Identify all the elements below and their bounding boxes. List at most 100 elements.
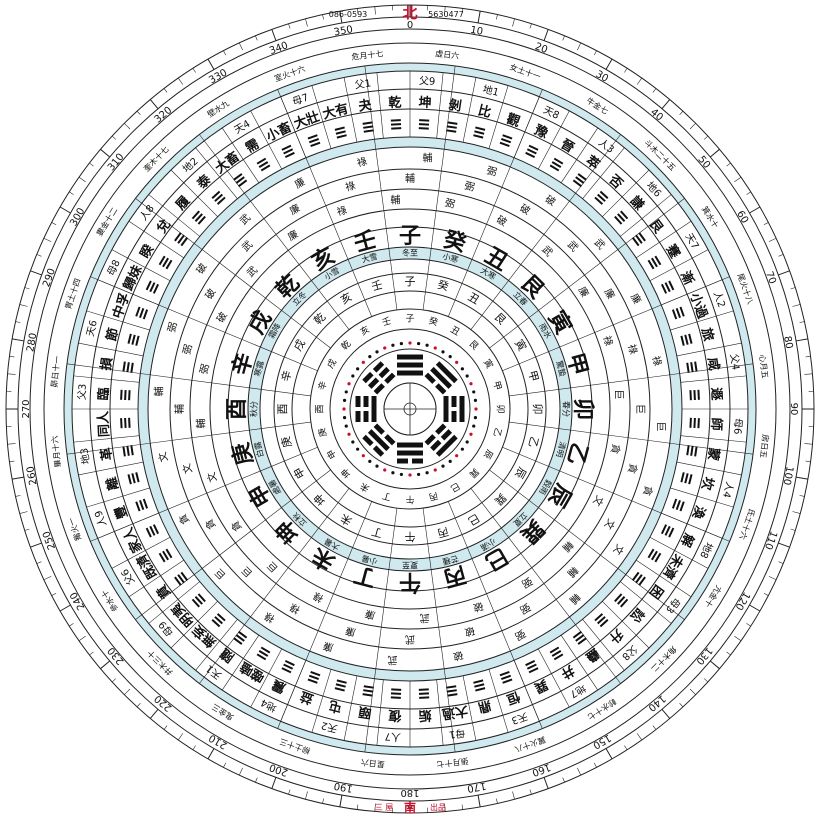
nine-star-label: 廉	[292, 175, 307, 191]
hexagram-name: 萃	[583, 153, 603, 174]
trigram-mark	[139, 499, 145, 511]
trigram-mark	[693, 417, 696, 429]
degree-tick	[15, 495, 21, 497]
hexagram-name: 復	[387, 707, 403, 724]
spoke-24-3	[489, 198, 685, 349]
hexagram-number: 父4	[727, 353, 741, 371]
trigram-mark	[680, 472, 685, 483]
trigram-mark	[197, 593, 206, 603]
trigram-mark	[668, 280, 675, 291]
trigram-mark	[237, 630, 248, 639]
trigram-mark	[647, 259, 655, 270]
trigram-mark	[671, 498, 678, 509]
degree-tick	[790, 287, 796, 290]
trigram-line	[373, 423, 396, 446]
degree-tick	[726, 162, 731, 167]
nine-star-label: 弼	[181, 343, 195, 356]
inner-mountain-label: 卯	[531, 404, 544, 415]
trigram-mark	[549, 164, 560, 172]
hexagram-number: 天7	[683, 232, 701, 252]
trigram-line	[435, 434, 458, 457]
spoke-64-7	[582, 147, 625, 199]
hexagram-name: 小畜	[264, 119, 294, 145]
hetu-dot	[342, 407, 346, 411]
degree-tick	[805, 355, 811, 358]
trigram-mark	[502, 678, 513, 684]
trigram-mark	[307, 134, 318, 140]
trigram-mark	[651, 257, 658, 268]
hexagram-number: 母8	[105, 258, 123, 278]
maker-mark-2: 三 屋	[375, 803, 394, 812]
mountain-label: 子	[399, 224, 421, 249]
trigram-mark	[614, 215, 623, 225]
spoke-64-27	[537, 648, 570, 708]
trigram-mark	[142, 498, 149, 509]
innermost-mountain-label: 申	[324, 447, 339, 461]
trigram-mark	[237, 179, 248, 188]
degree-label: 190	[333, 780, 354, 794]
trigram-mark	[335, 130, 346, 135]
trigram-mark	[575, 176, 585, 184]
spoke-64-36	[280, 660, 307, 722]
hexagram-name: 賁	[154, 582, 175, 602]
trigram-mark	[284, 151, 295, 159]
degree-label: 140	[646, 692, 668, 713]
ring-circle-7	[247, 246, 573, 572]
degree-tick	[15, 321, 21, 323]
hexagram-number: 天3	[510, 710, 529, 726]
degree-label: 310	[106, 152, 127, 174]
spoke-64-53	[111, 249, 171, 282]
ring-circle-2	[329, 328, 491, 490]
degree-tick	[271, 777, 277, 789]
degree-tick	[778, 542, 790, 548]
inner-mountain-label: 坤	[311, 491, 329, 509]
hetu-dot	[425, 471, 429, 475]
nine-star-label: 文	[156, 451, 171, 464]
degree-label: 30	[593, 69, 610, 85]
trigram-mark	[654, 255, 662, 266]
spoke-64-40	[170, 601, 218, 649]
trigram-mark	[689, 417, 692, 428]
nine-star-label: 武	[239, 238, 255, 254]
spoke-64-11	[649, 249, 709, 282]
nine-star-label: 破	[494, 213, 509, 229]
trigram-mark	[475, 126, 486, 131]
innermost-mountain-label: 子	[405, 314, 414, 325]
hetu-dot	[472, 424, 476, 428]
hetu-dot	[472, 390, 476, 394]
hexagram-name: 無妄	[189, 621, 219, 650]
hexagram-number: 天2	[320, 719, 339, 734]
hexagram-number: 天4	[233, 119, 253, 137]
hexagram-number: 地1	[481, 82, 500, 99]
trigram-mark	[194, 596, 203, 605]
spoke-64-54	[128, 220, 185, 259]
nine-star-label: 巨	[654, 422, 666, 432]
degree-tick	[734, 635, 742, 641]
trigram-mark	[158, 552, 166, 563]
hexagram-name: 大有	[321, 101, 350, 123]
inner-mountain-label: 壬	[370, 278, 384, 293]
hetu-dot	[356, 367, 360, 371]
lodge-label: 星日六	[360, 757, 385, 769]
trigram-mark	[177, 574, 185, 584]
degree-tick	[192, 745, 196, 750]
spoke-64-52	[97, 279, 159, 306]
degree-tick	[322, 14, 324, 20]
hetu-dot	[469, 382, 473, 386]
trigram-mark	[124, 417, 127, 429]
trigram-mark	[390, 123, 402, 126]
hexagram-name: 明夷	[168, 599, 198, 630]
nine-star-label: 弼	[485, 165, 498, 179]
nine-star-label: 輔	[153, 386, 166, 396]
solar-term-label: 寒露	[252, 359, 266, 377]
hexagram-name: 巽	[532, 676, 550, 695]
spoke-24-18	[66, 363, 311, 397]
trigram-mark	[660, 283, 668, 294]
degree-label: 20	[533, 41, 549, 56]
trigram-mark	[499, 141, 510, 148]
trigram-line	[363, 396, 369, 422]
trigram-mark	[675, 307, 681, 319]
degree-tick	[593, 762, 597, 768]
nine-star-label: 文	[601, 517, 617, 532]
